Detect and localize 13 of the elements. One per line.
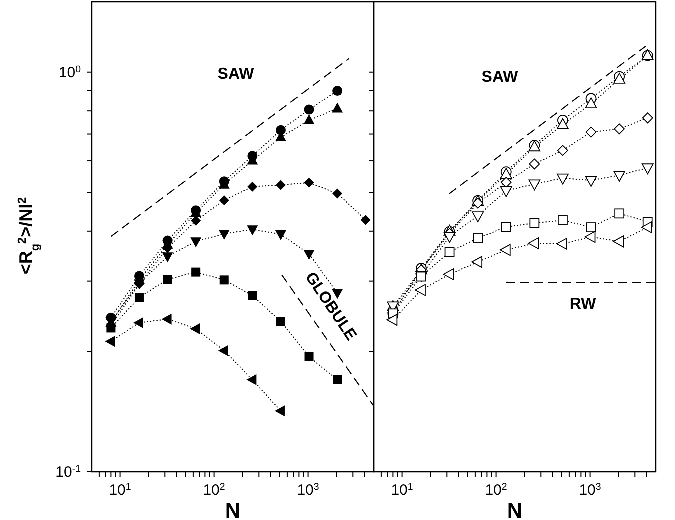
- annotation: SAW: [482, 69, 520, 86]
- x-axis-title: N: [225, 500, 241, 520]
- x-tick-label: 10$^{1}$: [391, 482, 414, 499]
- x-tick-label: 10$^{3}$: [579, 482, 602, 499]
- y-tick-label: 10$^{-1}$: [56, 464, 81, 481]
- x-tick-label: 10$^{2}$: [203, 482, 226, 499]
- annotation: SAW: [218, 66, 256, 83]
- x-tick-label: 10$^{3}$: [297, 482, 320, 499]
- x-tick-label: 10$^{1}$: [109, 482, 132, 499]
- y-tick-label: 10$^{0}$: [58, 64, 82, 82]
- x-tick-label: 10$^{2}$: [485, 482, 508, 499]
- annotation: RW: [570, 296, 598, 313]
- x-axis-title: N: [507, 500, 523, 520]
